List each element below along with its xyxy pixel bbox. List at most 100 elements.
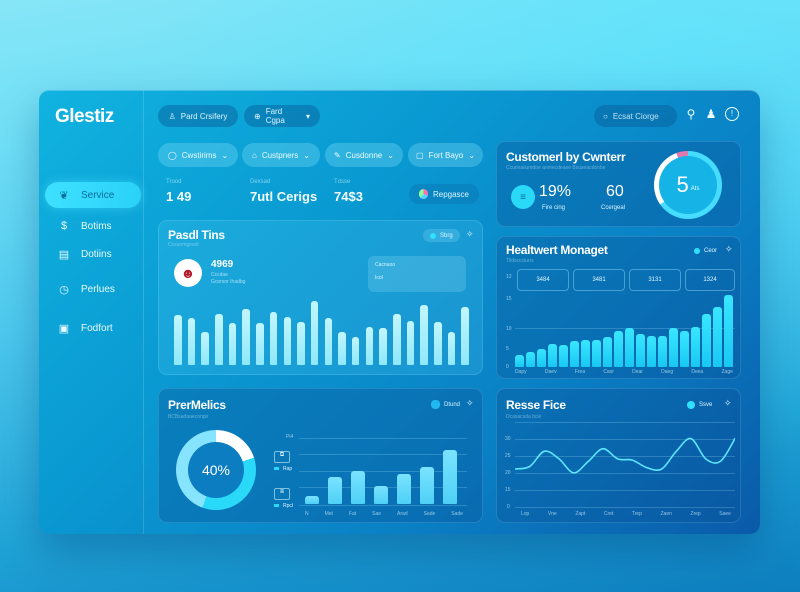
panel-chip[interactable]: Ceor (687, 244, 724, 257)
x-tick: Daeg (661, 369, 674, 375)
bar (680, 330, 689, 367)
leaf-icon: ❦ (59, 189, 69, 202)
header-pill-crsifery[interactable]: ♙ Pard Crsifery (158, 105, 238, 127)
y-tick: 12 (506, 274, 512, 280)
x-tick: Cret (603, 511, 614, 517)
bar-chart (515, 295, 733, 367)
bar (324, 317, 333, 365)
filter-custpners[interactable]: ⌂ Custpners ⌄ (242, 143, 320, 167)
grid-line (515, 473, 735, 474)
metric-label: Ccergeal (601, 205, 626, 211)
x-tick: Deea (691, 369, 704, 375)
expand-icon[interactable]: ✧ (466, 229, 474, 239)
card-subtitle: Tlldsccciurrs (506, 258, 534, 264)
pen-icon: ✎ (334, 150, 341, 160)
donut-value: 40% (201, 462, 231, 478)
filter-fort-bayo[interactable]: ▢ Fort Bayo ⌄ (408, 143, 483, 167)
line-chart (515, 437, 735, 474)
sidebar-item-botims[interactable]: $ Botims (45, 213, 141, 239)
card-title: PrerMelics (168, 398, 226, 412)
chevron-down-icon: ⌄ (303, 150, 310, 160)
bar (526, 352, 535, 367)
bar (269, 312, 278, 365)
x-tick: Dear (632, 369, 643, 375)
sidebar-item-perlues[interactable]: ◷ Perlues (45, 276, 141, 302)
dashboard-window: Glestiz ❦ Service $ Botims ▤ Dotiins ◷ P… (39, 90, 760, 534)
bar (447, 331, 456, 365)
status-dot (430, 232, 436, 239)
search-input[interactable]: ○ Ecsat Ciorge (594, 105, 677, 127)
bar (420, 467, 434, 504)
bar (724, 295, 733, 367)
bar-chart (305, 441, 463, 504)
image-icon: ▣ (58, 322, 70, 335)
search-icon[interactable]: ⚲ (686, 107, 696, 121)
filter-cwstirims[interactable]: ◯ Cwstirims ⌄ (158, 143, 238, 167)
card-title: Healtwert Monaget (506, 243, 608, 257)
chart-icon: ◷ (59, 283, 69, 296)
bar (393, 313, 401, 365)
sidebar-item-dotiins[interactable]: ▤ Dotiins (45, 241, 141, 267)
card-subtitle: Ccunnaiiumdoe anmecdeaee Bsuseacdonbe (506, 165, 606, 171)
x-tick: Zage (721, 369, 733, 375)
bar (434, 321, 442, 365)
x-tick: Sae (372, 511, 382, 517)
bar (201, 331, 209, 365)
grid-line (299, 438, 467, 439)
profile-button[interactable]: Repgasce (409, 184, 479, 204)
x-tick: Zrep (690, 511, 701, 517)
donut-chart: 40% (176, 430, 256, 510)
x-tick: Sade (451, 511, 463, 517)
bar (570, 340, 579, 367)
grid-line (515, 490, 735, 491)
metric-value: 60 (606, 183, 624, 200)
card-title: Pasdl Tins (168, 228, 225, 242)
bar (581, 340, 590, 367)
sidebar-item-service[interactable]: ❦ Service (45, 182, 141, 208)
bar (625, 327, 634, 367)
panel-bars: Pasdl Tins Ccsunmgeodl Sbrg ✧ ☻ 4969 Ccc… (158, 220, 483, 375)
expand-icon[interactable]: ✧ (725, 244, 733, 254)
x-tick: Saee (719, 511, 731, 517)
y-tick: 25 (505, 453, 511, 459)
x-axis-labels: Dapy Daev Frea Casr Dear Daeg Deea Zage (515, 369, 733, 375)
bar (228, 323, 237, 365)
x-tick: Arad (397, 511, 408, 517)
bar (537, 348, 546, 367)
bar (365, 327, 374, 365)
bar (603, 336, 612, 367)
metric-value: 19% (539, 183, 572, 200)
chevron-down-icon: ⌄ (468, 150, 475, 160)
expand-icon[interactable]: ✧ (466, 398, 474, 408)
stat-value: 7utl Cerigs (250, 189, 318, 204)
bar (310, 301, 319, 365)
panel-chip[interactable]: Ssve (680, 398, 719, 411)
bar (338, 331, 346, 365)
bar-chart (174, 301, 469, 365)
x-tick: Frea (574, 369, 586, 375)
header-pill-cgpa[interactable]: ⊕ Fard Cgpa ▾ (244, 105, 320, 127)
filter-cusdonne[interactable]: ✎ Cusdonne ⌄ (325, 143, 403, 167)
chevron-down-icon: ▾ (305, 111, 310, 121)
bar (443, 450, 457, 504)
bar (328, 476, 342, 504)
clipboard-icon: ▢ (416, 150, 424, 160)
x-tick: N (305, 511, 309, 517)
expand-icon[interactable]: ✧ (724, 398, 732, 408)
sidebar-item-fodfort[interactable]: ▣ Fodfort (45, 315, 141, 341)
user-icon[interactable]: ♟ (705, 107, 717, 121)
x-tick: Zaen (660, 511, 672, 517)
bar (636, 334, 645, 367)
alert-icon[interactable]: ! (725, 107, 739, 121)
bar (379, 328, 387, 365)
sidebar-item-label: Service (81, 189, 115, 201)
x-axis-labels: N Met Fat Sae Arad Sade Sade (305, 511, 463, 517)
x-tick: Trep (631, 511, 642, 517)
gauge-value: 5 (676, 172, 689, 197)
panel-chip[interactable]: Sbrg (423, 229, 460, 242)
bar (713, 307, 722, 367)
bar (374, 486, 388, 504)
status-dot (687, 400, 695, 409)
bar (187, 317, 196, 365)
panel-chip[interactable]: Dtund (424, 398, 467, 411)
